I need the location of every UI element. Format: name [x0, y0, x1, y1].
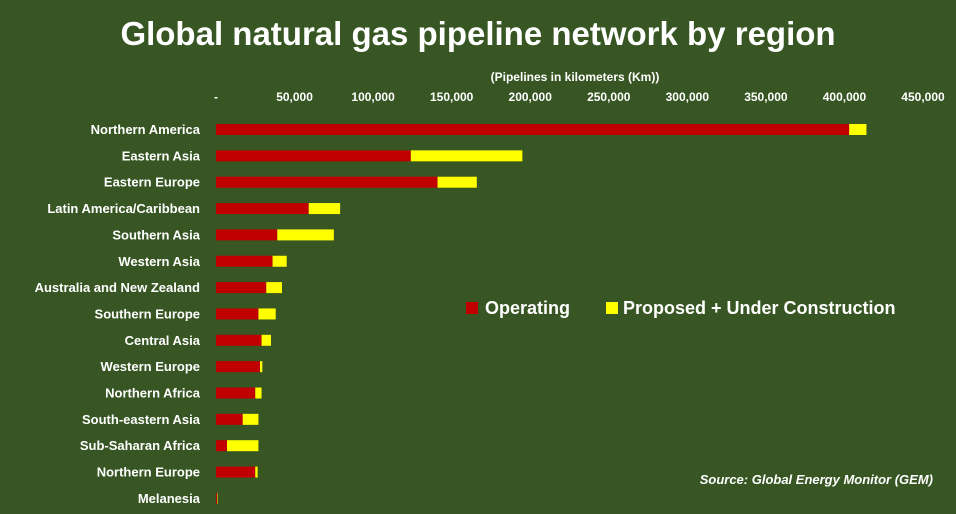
bar-proposed-under-construction — [266, 282, 282, 294]
bar-operating — [216, 176, 438, 188]
category-label: Melanesia — [138, 491, 201, 506]
legend-label: Proposed + Under Construction — [623, 298, 896, 318]
bar-proposed-under-construction — [242, 413, 259, 425]
bar-operating — [216, 440, 227, 452]
legend: Operating Proposed + Under Construction — [466, 298, 896, 318]
bar-operating — [216, 413, 243, 425]
bar-operating — [216, 334, 262, 346]
category-label: Western Europe — [101, 359, 200, 374]
bar-operating — [216, 229, 278, 241]
category-label: South-eastern Asia — [82, 412, 201, 427]
bar-proposed-under-construction — [258, 308, 276, 320]
bar-operating — [216, 387, 256, 399]
bar-operating — [216, 492, 218, 504]
x-tick-label: 350,000 — [744, 90, 788, 104]
x-axis-ticks: - 50,000 100,000 150,000 200,000 250,000 300,0… — [214, 90, 945, 104]
legend-swatch — [606, 302, 618, 314]
source-annotation: Source: Global Energy Monitor (GEM) — [700, 472, 933, 487]
bar-operating — [216, 255, 273, 267]
bar-proposed-under-construction — [410, 150, 523, 162]
category-label: Australia and New Zealand — [35, 280, 200, 295]
x-tick-label: 100,000 — [351, 90, 395, 104]
bar-proposed-under-construction — [308, 203, 341, 215]
bar-operating — [216, 124, 850, 135]
bars — [216, 124, 867, 504]
category-label: Sub-Saharan Africa — [80, 438, 201, 453]
bar-proposed-under-construction — [849, 124, 867, 135]
bar-proposed-under-construction — [261, 334, 271, 346]
category-label: Northern Europe — [97, 465, 200, 480]
x-tick-label: - — [214, 90, 218, 104]
bar-proposed-under-construction — [255, 466, 258, 478]
bar-proposed-under-construction — [259, 361, 263, 373]
bar-operating — [216, 308, 259, 320]
bar-proposed-under-construction — [255, 387, 262, 399]
x-tick-label: 50,000 — [276, 90, 313, 104]
category-label: Northern America — [91, 122, 201, 137]
bar-operating — [216, 203, 309, 215]
legend-label: Operating — [485, 298, 570, 318]
x-tick-label: 250,000 — [587, 90, 631, 104]
category-label: Southern Asia — [112, 227, 200, 242]
bar-operating — [216, 282, 267, 294]
bar-proposed-under-construction — [277, 229, 334, 241]
category-label: Southern Europe — [95, 306, 200, 321]
bar-proposed-under-construction — [272, 255, 287, 267]
category-label: Central Asia — [125, 333, 201, 348]
category-label: Eastern Europe — [104, 175, 200, 190]
x-tick-label: 450,000 — [901, 90, 945, 104]
x-tick-label: 150,000 — [430, 90, 474, 104]
bar-operating — [216, 466, 256, 478]
category-label: Western Asia — [118, 254, 200, 269]
bar-operating — [216, 361, 260, 373]
chart-title: Global natural gas pipeline network by r… — [120, 15, 835, 52]
category-label: Eastern Asia — [122, 148, 201, 163]
legend-swatch — [466, 302, 478, 314]
bar-proposed-under-construction — [437, 176, 477, 188]
category-label: Latin America/Caribbean — [47, 201, 200, 216]
bar-proposed-under-construction — [226, 440, 259, 452]
bar-operating — [216, 150, 411, 162]
x-tick-label: 300,000 — [666, 90, 710, 104]
x-tick-label: 200,000 — [509, 90, 553, 104]
x-axis-title: (Pipelines in kilometers (Km)) — [491, 70, 660, 84]
category-labels: Northern America Eastern Asia Eastern Euro… — [35, 122, 201, 506]
x-tick-label: 400,000 — [823, 90, 867, 104]
category-label: Northern Africa — [105, 386, 201, 401]
